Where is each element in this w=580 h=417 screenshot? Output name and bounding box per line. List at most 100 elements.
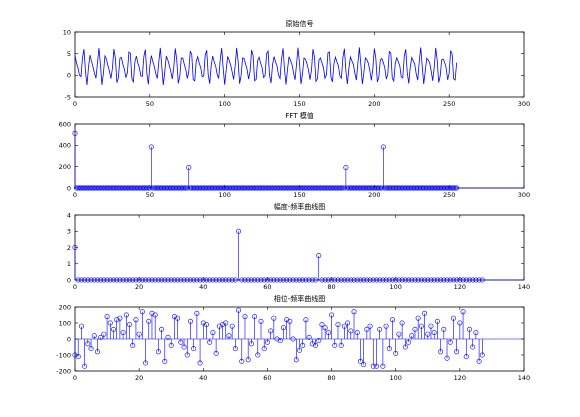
stem-marker [354, 277, 360, 283]
stem-marker [98, 277, 104, 283]
y-tick-label: 400 [59, 142, 71, 150]
stem-marker [393, 350, 399, 356]
stem-marker [171, 277, 177, 283]
stem-marker [98, 334, 104, 340]
stem-marker [162, 358, 168, 364]
stem-marker [361, 277, 367, 283]
stem-marker [258, 277, 264, 283]
stem-marker [377, 277, 383, 283]
stem-marker [343, 165, 349, 171]
stem-marker [236, 228, 242, 234]
stem-marker [476, 358, 482, 364]
stem-marker [191, 346, 197, 352]
stem-marker [466, 326, 472, 332]
stem-marker [335, 277, 341, 283]
stem-marker [431, 277, 437, 283]
stem-marker [351, 277, 357, 283]
x-tick-label: 120 [454, 283, 466, 291]
stem-marker [110, 326, 116, 332]
stem-marker [146, 277, 152, 283]
stem-marker [181, 185, 187, 191]
stem-marker [290, 336, 296, 342]
stem-marker [325, 330, 331, 336]
stem-marker [123, 312, 129, 318]
y-tick-label: 600 [59, 120, 71, 128]
stem-marker [85, 277, 91, 283]
x-tick-label: 150 [293, 191, 305, 199]
stem-marker [175, 315, 181, 321]
stem-marker [338, 342, 344, 348]
stem-marker [203, 277, 209, 283]
stem-marker [194, 277, 200, 283]
x-tick-label: 60 [263, 283, 271, 291]
stem-marker [425, 277, 431, 283]
stem-marker [144, 185, 150, 191]
stem-marker [210, 277, 216, 283]
stem-marker [364, 277, 370, 283]
stem-marker [104, 314, 110, 320]
stem-marker [130, 277, 136, 283]
stem-marker [133, 317, 139, 323]
stem-marker [114, 277, 120, 283]
stem-marker [178, 277, 184, 283]
stem-marker [409, 333, 415, 339]
stem-marker [306, 334, 312, 340]
stem-marker [390, 277, 396, 283]
stem-marker [293, 277, 299, 283]
stem-marker [264, 277, 270, 283]
stem-marker [341, 323, 347, 329]
stem-marker [354, 330, 360, 336]
stem-marker [197, 360, 203, 366]
x-tick-label: 50 [146, 100, 154, 108]
stem-marker [248, 277, 254, 283]
stem-marker [313, 342, 319, 348]
stem-marker [207, 339, 213, 345]
stem-marker [239, 358, 245, 364]
stem-marker [470, 277, 476, 283]
subplot-4: 相位-频率曲线图 0 20 40 60 80 100 120 140 -200 -100 0 100 20… [56, 294, 530, 382]
stem-marker [447, 277, 453, 283]
stem-marker [296, 277, 302, 283]
y-tick-label: 0 [67, 72, 71, 80]
stem-marker [345, 320, 351, 326]
stem-marker [216, 323, 222, 329]
stem-marker [110, 277, 116, 283]
stem-marker [309, 341, 315, 347]
stem-marker [88, 277, 94, 283]
stem-marker [441, 326, 447, 332]
stem-marker [463, 354, 469, 360]
y-tick-label: -100 [56, 351, 71, 359]
x-tick-label: 80 [327, 374, 335, 382]
stem-marker [226, 277, 232, 283]
stem-marker [242, 277, 248, 283]
stem-marker [107, 277, 113, 283]
x-tick-label: 100 [218, 191, 230, 199]
stem-marker [258, 318, 264, 324]
stem-marker [252, 314, 258, 320]
stem-marker [168, 342, 174, 348]
stem-marker [457, 277, 463, 283]
subplot-3: 幅度-频率曲线图 0 20 40 60 80 100 120 140 0 1 2 3 4 [67, 202, 530, 291]
stem-marker [168, 277, 174, 283]
stem-marker [268, 328, 274, 334]
stem-marker [406, 339, 412, 345]
y-tick-label: 100 [59, 319, 71, 327]
stem-marker [367, 323, 373, 329]
stem-marker [284, 277, 290, 283]
stem-marker [450, 315, 456, 321]
stem-marker [72, 352, 78, 358]
stem-marker [107, 320, 113, 326]
stem-marker [338, 277, 344, 283]
stem-marker [229, 323, 235, 329]
chart-title: 相位-频率曲线图 [274, 294, 326, 303]
stem-marker [75, 277, 81, 283]
stem-marker [329, 277, 335, 283]
stem-marker [127, 277, 133, 283]
x-tick-label: 300 [518, 100, 530, 108]
stem-marker [325, 277, 331, 283]
stem-marker [357, 358, 363, 364]
x-tick-label: 150 [293, 100, 305, 108]
stem-marker [184, 352, 190, 358]
stem-marker [441, 277, 447, 283]
